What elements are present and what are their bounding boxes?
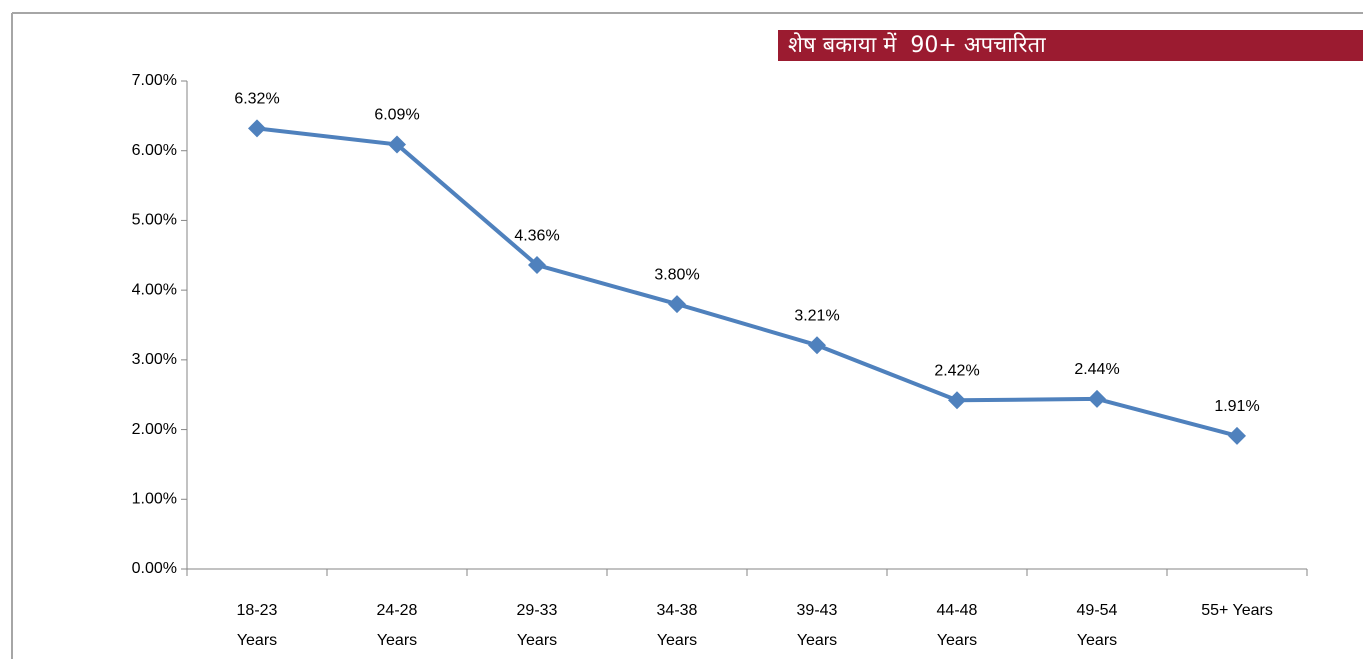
data-label: 6.32% bbox=[234, 91, 279, 108]
x-tick-label: 39-43 Years bbox=[796, 602, 838, 649]
y-tick-label: 3.00% bbox=[132, 351, 177, 368]
y-tick-label: 0.00% bbox=[132, 560, 177, 577]
data-label: 1.91% bbox=[1214, 398, 1259, 415]
x-tick-label: 34-38 Years bbox=[656, 602, 698, 649]
x-tick-label: 55+ Years bbox=[1201, 602, 1273, 619]
marker bbox=[808, 336, 826, 355]
marker bbox=[1088, 389, 1106, 408]
y-tick-label: 6.00% bbox=[132, 142, 177, 159]
y-tick-label: 5.00% bbox=[132, 212, 177, 229]
data-label: 2.44% bbox=[1074, 361, 1119, 378]
data-label: 3.80% bbox=[654, 266, 699, 283]
data-label: 4.36% bbox=[514, 227, 559, 244]
x-tick-label: 44-48 Years bbox=[936, 602, 978, 649]
marker bbox=[388, 135, 406, 154]
marker bbox=[668, 295, 686, 314]
marker bbox=[1228, 426, 1246, 445]
x-tick-label: 49-54 Years bbox=[1076, 602, 1118, 649]
y-tick-label: 1.00% bbox=[132, 491, 177, 508]
x-tick-label: 24-28 Years bbox=[376, 602, 418, 649]
data-label: 2.42% bbox=[934, 363, 979, 380]
marker bbox=[948, 391, 966, 410]
marker bbox=[248, 119, 266, 138]
x-tick-label: 29-33 Years bbox=[516, 602, 558, 649]
x-tick-label: 18-23 Years bbox=[236, 602, 278, 649]
y-tick-label: 2.00% bbox=[132, 421, 177, 438]
chart-title: शेष बकाया में 90+ अपचारिता bbox=[778, 30, 1363, 61]
y-tick-label: 4.00% bbox=[132, 281, 177, 298]
data-label: 6.09% bbox=[374, 107, 419, 124]
marker bbox=[528, 256, 546, 275]
data-label: 3.21% bbox=[794, 307, 839, 324]
y-tick-label: 7.00% bbox=[132, 72, 177, 89]
line bbox=[256, 126, 1238, 438]
